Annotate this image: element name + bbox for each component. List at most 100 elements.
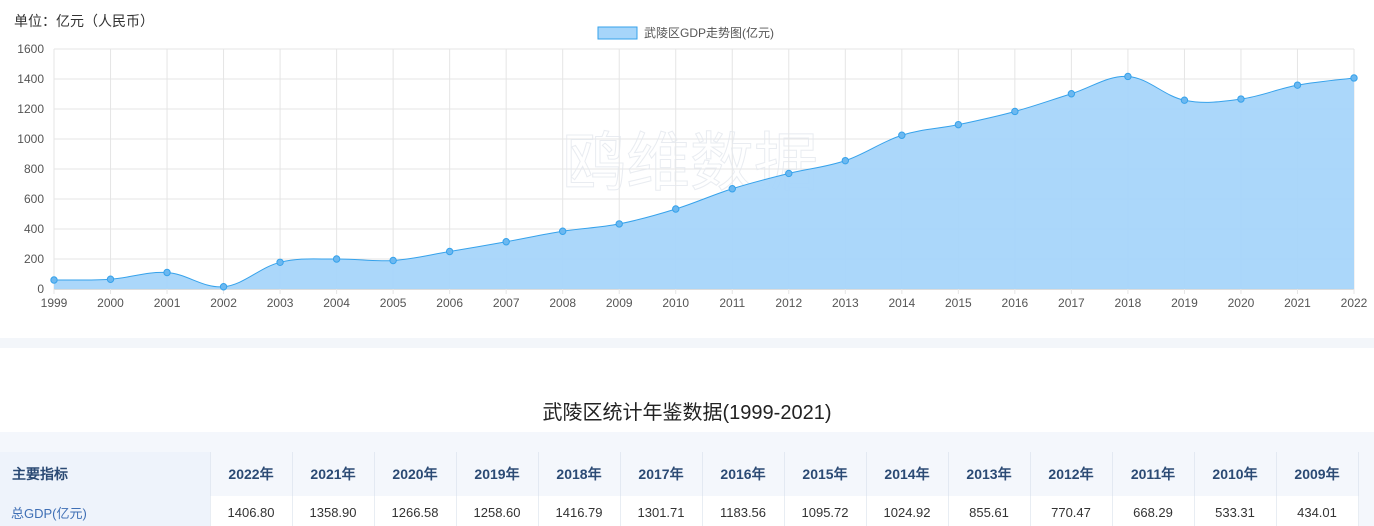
table-cell: 1024.92: [866, 496, 949, 526]
x-tick-label: 2022: [1341, 296, 1368, 310]
y-tick-label: 0: [37, 282, 44, 296]
x-tick-label: 2010: [662, 296, 689, 310]
table-header-row: 主要指标 2022年 2021年 2020年 2019年 2018年 2017年 2016年…: [0, 452, 1359, 496]
data-point: [1350, 74, 1358, 82]
data-point: [276, 258, 284, 266]
table-cell: 855.61: [948, 496, 1031, 526]
table-cell: 770.47: [1030, 496, 1113, 526]
table-cell: 1183.56: [702, 496, 785, 526]
x-tick-label: 2016: [1002, 296, 1029, 310]
header-year-7: 2015年: [784, 452, 867, 496]
data-point: [672, 205, 680, 213]
y-tick-label: 1600: [17, 42, 44, 56]
header-year-13: 2009年: [1276, 452, 1359, 496]
x-tick-label: 2012: [775, 296, 802, 310]
y-tick-label: 600: [24, 192, 44, 206]
data-point: [1180, 96, 1189, 104]
table-row: 总GDP(亿元) 1406.80 1358.90 1266.58 1258.60 1416…: [0, 496, 1359, 526]
unit-label: 单位：亿元（人民币）: [14, 13, 154, 29]
x-tick-label: 1999: [41, 296, 68, 310]
legend-swatch: [597, 26, 638, 40]
data-point: [1067, 90, 1076, 98]
chart-section: 单位：亿元（人民币） 0 200 400 600 800 1000 1200 1400 1600…: [14, 13, 1368, 310]
x-tick-label: 2020: [1228, 296, 1255, 310]
table-cell: 668.29: [1112, 496, 1195, 526]
data-point: [50, 276, 58, 284]
header-year-2: 2020年: [374, 452, 457, 496]
data-point: [841, 156, 850, 165]
table-cell: 1416.79: [538, 496, 621, 526]
table-cell: 1406.80: [210, 496, 293, 526]
header-year-12: 2010年: [1194, 452, 1277, 496]
x-tick-label: 2000: [97, 296, 124, 310]
x-tick-label: 2002: [210, 296, 237, 310]
data-point: [1011, 107, 1019, 116]
gdp-area-chart: 0 200 400 600 800 1000 1200 1400 1600 1999 2000 200…: [17, 25, 1368, 310]
x-tick-label: 2007: [493, 296, 520, 310]
table-cell: 1301.71: [620, 496, 703, 526]
data-point: [615, 220, 623, 228]
x-tick-label: 2009: [606, 296, 633, 310]
header-year-6: 2016年: [702, 452, 785, 496]
x-tick-label: 2004: [323, 296, 350, 310]
statistics-table: 主要指标 2022年 2021年 2020年 2019年 2018年 2017年 2016年…: [0, 452, 1359, 526]
header-year-1: 2021年: [292, 452, 375, 496]
x-tick-label: 2021: [1284, 296, 1311, 310]
x-tick-label: 2014: [888, 296, 915, 310]
x-tick-label: 2011: [719, 296, 745, 310]
y-tick-label: 1400: [17, 72, 44, 86]
x-tick-label: 2003: [267, 296, 294, 310]
header-year-0: 2022年: [210, 452, 293, 496]
y-tick-label: 400: [24, 222, 44, 236]
data-point: [106, 275, 115, 283]
series-area: [54, 76, 1354, 289]
data-point: [898, 131, 906, 139]
header-year-8: 2014年: [866, 452, 949, 496]
header-indicator-label: 主要指标: [0, 452, 211, 496]
data-point: [163, 268, 171, 277]
table-cell: 533.31: [1194, 496, 1277, 526]
x-tick-label: 2015: [945, 296, 972, 310]
x-tick-label: 2005: [380, 296, 407, 310]
x-tick-label: 2018: [1115, 296, 1142, 310]
data-point: [954, 120, 963, 129]
data-point: [558, 227, 567, 235]
x-tick-label: 2013: [832, 296, 859, 310]
table-container[interactable]: 主要指标 2022年 2021年 2020年 2019年 2018年 2017年 2016年…: [0, 432, 1374, 526]
data-point: [785, 169, 793, 178]
data-point: [1124, 72, 1132, 81]
data-point: [219, 283, 228, 291]
data-point: [502, 238, 510, 246]
header-year-9: 2013年: [948, 452, 1031, 496]
x-tick-label: 2019: [1171, 296, 1198, 310]
series-line: [53, 75, 1355, 288]
y-tick-label: 200: [24, 252, 44, 266]
data-point: [1237, 95, 1245, 103]
table-cell: 434.01: [1276, 496, 1359, 526]
x-tick-label: 2001: [154, 296, 181, 310]
x-tick-label: 2008: [549, 296, 576, 310]
data-point: [1293, 81, 1302, 89]
section-divider: [0, 338, 1374, 348]
header-year-4: 2018年: [538, 452, 621, 496]
table-cell: 1266.58: [374, 496, 457, 526]
data-point: [332, 255, 341, 263]
y-tick-label: 1200: [17, 102, 44, 116]
table-cell: 1358.90: [292, 496, 375, 526]
y-tick-label: 800: [24, 162, 44, 176]
header-year-11: 2011年: [1112, 452, 1195, 496]
table-cell: 1258.60: [456, 496, 539, 526]
row-label[interactable]: 总GDP(亿元): [0, 496, 211, 526]
y-tick-label: 1000: [17, 132, 44, 146]
data-point: [445, 247, 454, 256]
legend-label: 武陵区GDP走势图(亿元): [644, 25, 774, 40]
x-tick-label: 2017: [1058, 296, 1085, 310]
data-point: [728, 185, 736, 193]
header-year-10: 2012年: [1030, 452, 1113, 496]
x-tick-label: 2006: [436, 296, 463, 310]
table-cell: 1095.72: [784, 496, 867, 526]
header-year-5: 2017年: [620, 452, 703, 496]
table-title: 武陵区统计年鉴数据(1999-2021): [542, 402, 832, 424]
data-point: [389, 256, 397, 265]
header-year-3: 2019年: [456, 452, 539, 496]
